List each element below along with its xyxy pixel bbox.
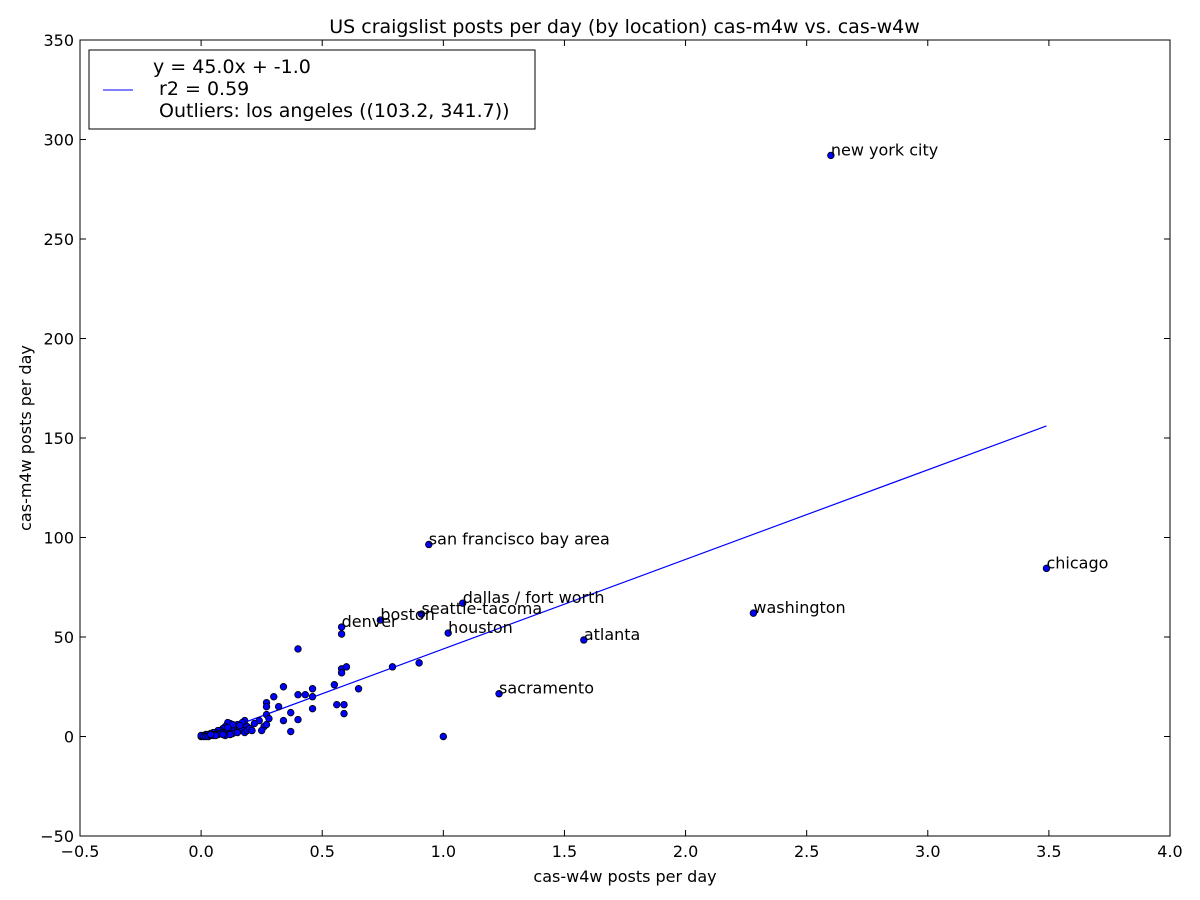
point-label: boston bbox=[380, 605, 434, 624]
scatter-point bbox=[308, 685, 317, 693]
y-tick-label: 300 bbox=[43, 131, 74, 150]
axis-ticks: −0.5 0.0 0.5 1.0 1.5 2.0 2.5 3.0 3.5 4.0 −50 0 50 100… bbox=[40, 31, 1182, 861]
scatter-point bbox=[580, 636, 588, 644]
scatter-point bbox=[270, 693, 278, 701]
x-tick-label: 0.0 bbox=[188, 842, 213, 861]
y-tick-label: 200 bbox=[43, 330, 74, 349]
chart-title: US craigslist posts per day (by location… bbox=[329, 16, 920, 38]
scatter-point bbox=[294, 691, 302, 699]
scatter-point bbox=[308, 704, 317, 713]
scatter-point bbox=[337, 669, 346, 677]
x-tick-label: 0.5 bbox=[309, 842, 334, 861]
scatter-point bbox=[207, 730, 215, 739]
x-tick-label: −0.5 bbox=[61, 842, 100, 861]
scatter-point bbox=[236, 721, 244, 730]
legend-entry-equation: y = 45.0x + -1.0 bbox=[153, 56, 311, 78]
scatter-point bbox=[262, 720, 271, 729]
legend-entry-r2: r2 = 0.59 bbox=[153, 78, 249, 100]
plot-area: new york city chicago san francisco bay ar… bbox=[197, 140, 1108, 741]
scatter-point bbox=[250, 719, 259, 728]
point-label: chicago bbox=[1046, 553, 1108, 572]
y-tick-label: −50 bbox=[40, 827, 74, 846]
regression-line bbox=[200, 425, 1047, 740]
y-tick-label: 0 bbox=[64, 728, 74, 747]
scatter-point bbox=[459, 599, 467, 607]
scatter-point bbox=[827, 151, 835, 160]
scatter-point bbox=[248, 726, 256, 735]
x-tick-label: 3.5 bbox=[1036, 842, 1061, 861]
point-label: new york city bbox=[831, 140, 938, 159]
point-label: houston bbox=[448, 618, 513, 637]
scatter-point bbox=[274, 702, 283, 711]
x-tick-label: 4.0 bbox=[1157, 842, 1182, 861]
scatter-point bbox=[294, 715, 302, 724]
y-tick-label: 100 bbox=[43, 529, 74, 548]
scatter-point bbox=[224, 723, 232, 732]
point-label: denver bbox=[342, 612, 398, 631]
scatter-point bbox=[233, 728, 242, 737]
scatter-point bbox=[219, 730, 227, 739]
y-tick-label: 350 bbox=[43, 31, 74, 50]
scatter-point bbox=[425, 540, 433, 549]
y-tick-label: 50 bbox=[54, 628, 74, 647]
scatter-point bbox=[354, 685, 363, 693]
point-label: seattle-tacoma bbox=[422, 599, 543, 618]
point-label: sacramento bbox=[499, 679, 594, 698]
x-tick-label: 1.0 bbox=[431, 842, 456, 861]
y-axis-label: cas-m4w posts per day bbox=[16, 345, 35, 531]
scatter-point bbox=[340, 709, 348, 718]
scatter-point bbox=[287, 727, 295, 736]
x-axis-label: cas-w4w posts per day bbox=[533, 867, 716, 886]
scatter-point bbox=[342, 663, 351, 671]
legend-entry-outliers: Outliers: los angeles ((103.2, 341.7)) bbox=[153, 100, 510, 122]
scatter-point bbox=[439, 732, 448, 741]
scatter-point bbox=[340, 700, 348, 709]
y-tick-label: 250 bbox=[43, 230, 74, 249]
scatter-point bbox=[749, 609, 758, 617]
scatter-point bbox=[287, 708, 295, 717]
x-tick-label: 3.0 bbox=[915, 842, 940, 861]
scatter-point bbox=[1042, 564, 1051, 573]
scatter-point bbox=[279, 716, 288, 725]
scatter-point bbox=[308, 693, 317, 701]
y-tick-label: 150 bbox=[43, 429, 74, 448]
scatter-point bbox=[301, 691, 309, 699]
scatter-point bbox=[415, 659, 423, 667]
x-tick-label: 2.5 bbox=[794, 842, 819, 861]
scatter-point bbox=[333, 700, 341, 709]
scatter-point bbox=[337, 630, 346, 638]
scatter-point bbox=[495, 690, 503, 698]
point-label: san francisco bay area bbox=[429, 529, 610, 548]
scatter-point bbox=[376, 616, 385, 624]
legend-box bbox=[88, 49, 536, 130]
scatter-point bbox=[330, 681, 339, 689]
scatter-point bbox=[262, 702, 271, 711]
scatter-point bbox=[417, 610, 426, 618]
scatter-point bbox=[444, 629, 452, 637]
scatter-point bbox=[388, 663, 397, 671]
point-label: dallas / fort worth bbox=[463, 588, 605, 607]
scatter-point bbox=[279, 683, 288, 691]
x-tick-label: 2.0 bbox=[673, 842, 698, 861]
point-label: washington bbox=[753, 598, 845, 617]
scatter-point bbox=[294, 645, 302, 653]
scatter-point bbox=[226, 730, 234, 739]
scatter-point bbox=[257, 726, 266, 735]
x-tick-label: 1.5 bbox=[552, 842, 577, 861]
point-label: atlanta bbox=[584, 625, 641, 644]
legend: y = 45.0x + -1.0 r2 = 0.59 Outliers: los… bbox=[88, 49, 536, 130]
